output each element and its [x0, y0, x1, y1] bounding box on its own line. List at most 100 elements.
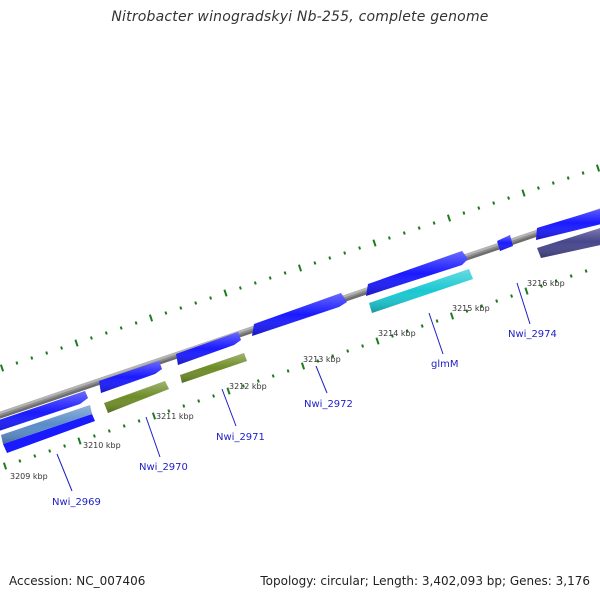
tick-mark: [15, 361, 19, 365]
tick-mark: [226, 387, 231, 395]
ruler-label: 3212 kbp: [229, 382, 267, 391]
ruler-labels: 3209 kbp 3210 kbp 3211 kbp 3212 kbp 3213…: [10, 279, 565, 481]
tick-mark: [405, 329, 409, 333]
tick-mark: [283, 271, 287, 275]
tick-mark: [551, 181, 555, 185]
tick-mark: [223, 289, 228, 297]
tick-mark: [241, 384, 245, 388]
gene-label-nwi-2970[interactable]: Nwi_2970: [139, 462, 188, 473]
accession-label: Accession: NC_007406: [9, 574, 146, 588]
feature-nwi-2970[interactable]: [104, 381, 169, 413]
genome-info-label: Topology: circular; Length: 3,402,093 bp…: [260, 574, 590, 588]
gene-label-nwi-2971[interactable]: Nwi_2971: [216, 432, 265, 443]
tick-mark: [253, 281, 257, 285]
tick-mark: [521, 189, 526, 197]
tick-mark: [238, 286, 242, 290]
ruler-label: 3214 kbp: [378, 329, 416, 338]
ruler-label: 3210 kbp: [83, 441, 121, 450]
leader-lines: [56, 282, 531, 492]
outer-tick-ring: [0, 164, 600, 372]
tick-mark: [182, 404, 186, 408]
tick-mark: [346, 349, 350, 353]
tick-mark: [417, 226, 421, 230]
tick-mark: [372, 239, 377, 247]
tick-mark: [209, 296, 213, 300]
gene-label-nwi-2974[interactable]: Nwi_2974: [508, 329, 557, 340]
tick-mark: [539, 284, 543, 288]
tick-mark: [148, 314, 154, 322]
map-title: Nitrobacter winogradskyi Nb-255, complet…: [111, 9, 489, 25]
tick-mark: [286, 369, 290, 373]
inner-tick-ring: [2, 269, 588, 470]
tick-mark: [18, 459, 22, 463]
tick-mark: [390, 334, 394, 338]
ruler-label: 3211 kbp: [156, 412, 194, 421]
tick-mark: [297, 264, 303, 272]
tick-mark: [268, 276, 272, 280]
feature-nwi-2971[interactable]: [180, 353, 247, 383]
tick-mark: [449, 312, 455, 320]
tick-mark: [492, 201, 496, 205]
tick-mark: [271, 374, 275, 378]
tick-mark: [480, 304, 484, 308]
tick-mark: [197, 399, 201, 403]
tick-mark: [507, 196, 511, 200]
tick-mark: [581, 171, 585, 175]
tick-mark: [569, 274, 573, 278]
tick-mark: [420, 324, 424, 328]
tick-mark: [343, 251, 347, 255]
tick-mark: [2, 462, 8, 470]
tick-mark: [375, 337, 380, 345]
tick-mark: [212, 394, 216, 398]
ruler-label: 3209 kbp: [10, 472, 48, 481]
gene-nwi-2970-forward[interactable]: [99, 361, 162, 393]
tick-mark: [0, 364, 5, 372]
tick-mark: [584, 269, 588, 273]
tick-mark: [358, 246, 362, 250]
tick-mark: [536, 186, 540, 190]
gene-nwi-2971-forward[interactable]: [176, 332, 241, 365]
tick-mark: [313, 261, 317, 265]
tick-mark: [477, 206, 481, 210]
tick-mark: [554, 279, 558, 283]
gene-label-nwi-2969[interactable]: Nwi_2969: [52, 497, 101, 508]
gene-nwi-2969-forward[interactable]: [0, 391, 88, 434]
gene-label-nwi-2972[interactable]: Nwi_2972: [304, 399, 353, 410]
tick-mark: [104, 331, 108, 335]
ruler-label: 3216 kbp: [527, 279, 565, 288]
tick-mark: [432, 221, 436, 225]
tick-mark: [92, 434, 96, 438]
tick-mark: [74, 339, 79, 347]
tick-mark: [89, 336, 93, 340]
tick-mark: [595, 164, 600, 172]
tick-mark: [167, 409, 171, 413]
tick-mark: [328, 256, 332, 260]
gene-label-glmm[interactable]: glmM: [431, 359, 459, 370]
tick-mark: [151, 412, 157, 420]
tick-mark: [510, 294, 514, 298]
tick-mark: [60, 346, 64, 350]
tick-mark: [495, 299, 499, 303]
tick-mark: [524, 287, 529, 295]
tick-mark: [48, 449, 52, 453]
ruler-label: 3213 kbp: [303, 355, 341, 364]
gene-glmm-forward[interactable]: [366, 251, 468, 296]
tick-mark: [256, 379, 260, 383]
tick-mark: [316, 359, 320, 363]
tick-mark: [164, 311, 168, 315]
feature-nwi-2969[interactable]: [1, 405, 95, 453]
gene-nwi-2974[interactable]: [497, 235, 513, 251]
ruler-label: 3215 kbp: [452, 304, 490, 313]
tick-mark: [179, 306, 183, 310]
tick-mark: [107, 429, 111, 433]
tick-mark: [33, 454, 37, 458]
gene-nwi-2972[interactable]: [252, 293, 347, 336]
gene-next-forward[interactable]: [536, 206, 600, 240]
gene-labels: Nwi_2969 Nwi_2970 Nwi_2971 Nwi_2972 glmM…: [52, 329, 557, 508]
feature-next[interactable]: [537, 225, 600, 258]
tick-mark: [194, 301, 198, 305]
tick-mark: [30, 356, 34, 360]
tick-mark: [63, 444, 67, 448]
feature-glmm[interactable]: [369, 269, 473, 313]
